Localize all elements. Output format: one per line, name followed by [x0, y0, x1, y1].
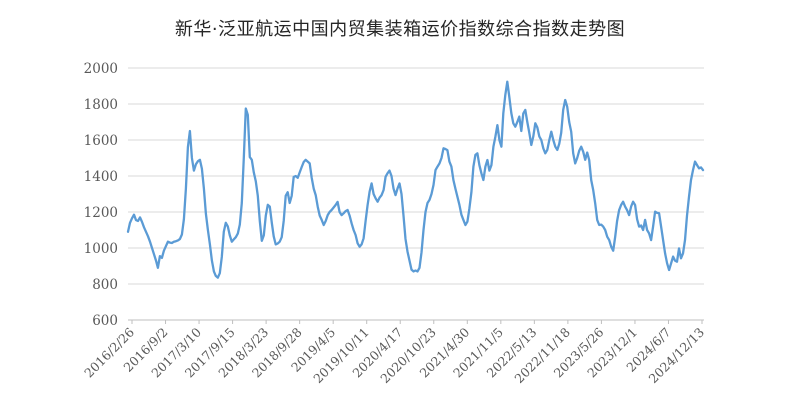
y-axis-tick-label: 2000 [84, 61, 118, 77]
y-axis-tick-label: 1400 [84, 169, 118, 185]
y-axis-tick-label: 1600 [84, 133, 118, 149]
y-axis-tick-label: 600 [92, 313, 118, 329]
chart-title: 新华·泛亚航运中国内贸集装箱运价指数综合指数走势图 [174, 19, 626, 40]
y-axis-tick-label: 800 [92, 277, 118, 293]
y-axis-tick-label: 1000 [84, 241, 118, 257]
index-line-series [126, 80, 705, 279]
y-axis-tick-label: 1200 [84, 205, 118, 221]
y-axis-tick-label: 1800 [84, 97, 118, 113]
